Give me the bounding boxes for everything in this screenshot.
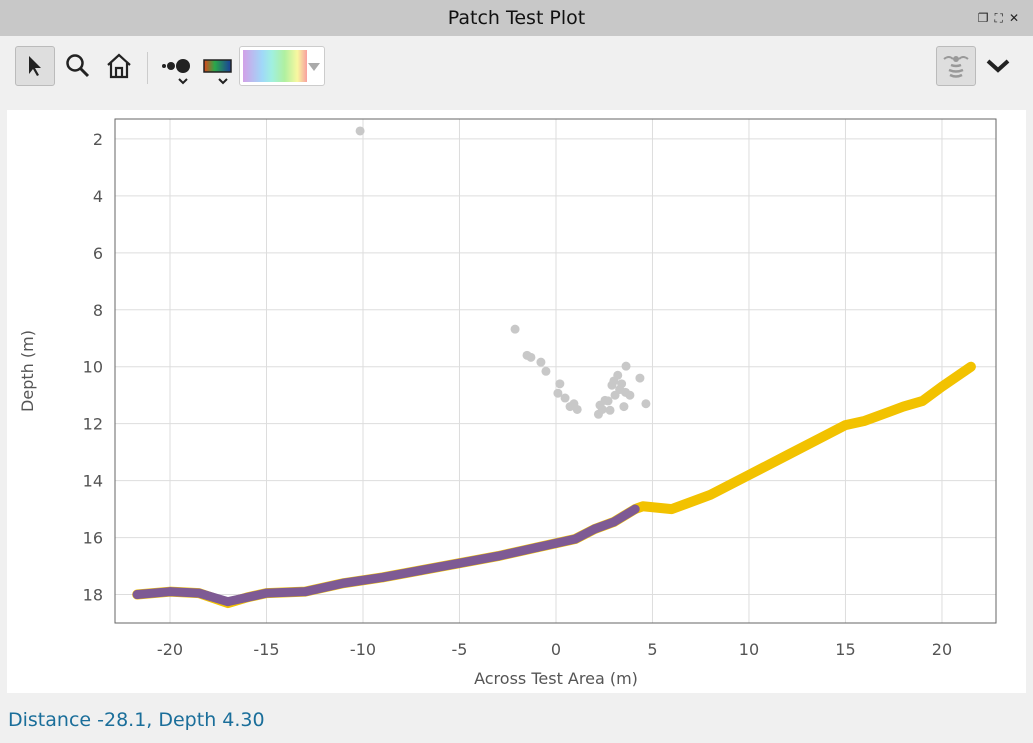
data-point	[565, 402, 575, 412]
data-point	[454, 558, 464, 568]
data-point	[966, 362, 976, 372]
data-point	[570, 534, 580, 544]
data-point	[840, 420, 850, 430]
home-button[interactable]	[100, 46, 138, 86]
cursor-readout: Distance -28.1, Depth 4.30	[8, 709, 265, 731]
x-tick-label: 0	[551, 640, 561, 659]
y-tick-label: 12	[83, 415, 103, 434]
data-point	[620, 387, 630, 397]
series-line	[132, 504, 640, 607]
zoom-button[interactable]	[60, 46, 96, 86]
data-point	[223, 597, 233, 607]
title-bar: Patch Test Plot ❐⛶✕	[0, 0, 1033, 36]
sonar-icon	[943, 56, 969, 78]
data-point	[619, 402, 629, 412]
data-point	[590, 524, 600, 534]
data-point	[621, 361, 631, 371]
color-scale-button[interactable]	[200, 46, 236, 86]
data-point	[560, 393, 570, 403]
y-tick-label: 16	[83, 529, 103, 548]
data-point	[300, 587, 310, 597]
x-tick-label: 10	[739, 640, 759, 659]
data-point	[860, 416, 870, 426]
y-tick-label: 14	[83, 472, 103, 491]
y-tick-label: 8	[93, 301, 103, 320]
data-point	[493, 551, 503, 561]
x-tick-label: 5	[647, 640, 657, 659]
plot-frame	[114, 118, 997, 624]
zoom-icon	[66, 54, 90, 78]
x-tick-label: -10	[350, 640, 376, 659]
pointer-icon	[29, 56, 41, 76]
x-tick-label: -20	[157, 640, 183, 659]
data-point	[551, 538, 561, 548]
data-point	[532, 543, 542, 553]
y-tick-label: 6	[93, 244, 103, 263]
y-axis-label: Depth (m)	[18, 330, 37, 412]
data-point	[667, 504, 677, 514]
data-point	[937, 382, 947, 392]
point-size-icon	[162, 59, 190, 85]
x-tick-label: -15	[253, 640, 279, 659]
data-point	[744, 470, 754, 480]
scatter-chart[interactable]: -20 -15 -10 -5 0 5 10 15 20 2 4 6 8 10 12 14 16 18 Across…	[7, 110, 1026, 693]
sonar-button[interactable]	[936, 46, 976, 86]
restore-icon[interactable]: ❐	[977, 11, 995, 25]
color-scale-icon	[203, 59, 232, 85]
data-point	[638, 501, 648, 511]
data-point	[553, 388, 563, 398]
x-tick-label: 15	[835, 640, 855, 659]
y-tick-label: 18	[83, 586, 103, 605]
colormap-dropdown[interactable]	[239, 46, 325, 86]
data-point	[555, 379, 565, 389]
data-point	[597, 404, 607, 414]
x-axis-label: Across Test Area (m)	[474, 669, 638, 688]
data-point	[630, 504, 640, 514]
y-tick-label: 10	[83, 358, 103, 377]
data-point	[609, 376, 619, 386]
fullscreen-icon[interactable]: ⛶	[994, 11, 1009, 25]
home-icon	[107, 53, 131, 79]
data-point	[261, 588, 271, 598]
data-point	[609, 517, 619, 527]
close-icon[interactable]: ✕	[1008, 11, 1025, 25]
chevron-down-icon	[986, 59, 1010, 73]
data-point	[194, 588, 204, 598]
data-point	[339, 578, 349, 588]
window-title: Patch Test Plot	[447, 7, 586, 29]
data-point	[165, 587, 175, 597]
x-tick-label: -5	[452, 640, 468, 659]
chevron-down-icon	[308, 63, 320, 71]
data-point	[898, 402, 908, 412]
colormap-swatch	[243, 50, 320, 82]
data-point	[783, 450, 793, 460]
data-point	[377, 572, 387, 582]
data-point	[355, 126, 365, 136]
data-point	[918, 396, 928, 406]
data-point	[536, 357, 546, 367]
more-button[interactable]	[982, 46, 1014, 86]
data-point	[635, 373, 645, 383]
data-point	[242, 592, 252, 602]
x-tick-label: 20	[932, 640, 952, 659]
y-tick-label: 4	[93, 187, 103, 206]
point-size-button[interactable]	[158, 46, 194, 86]
plot-panel: -20 -15 -10 -5 0 5 10 15 20 2 4 6 8 10 12 14 16 18 Across…	[7, 110, 1026, 693]
pointer-button[interactable]	[15, 46, 55, 86]
data-point	[572, 404, 582, 414]
data-point	[641, 399, 651, 409]
data-point	[705, 490, 715, 500]
data-point	[605, 405, 615, 415]
data-point	[821, 430, 831, 440]
data-point	[510, 324, 520, 334]
data-point	[416, 565, 426, 575]
data-point	[617, 379, 627, 389]
data-point	[526, 352, 536, 362]
y-tick-label: 2	[93, 130, 103, 149]
data-point	[541, 366, 551, 376]
data-point	[132, 590, 142, 600]
data-point	[603, 396, 613, 406]
